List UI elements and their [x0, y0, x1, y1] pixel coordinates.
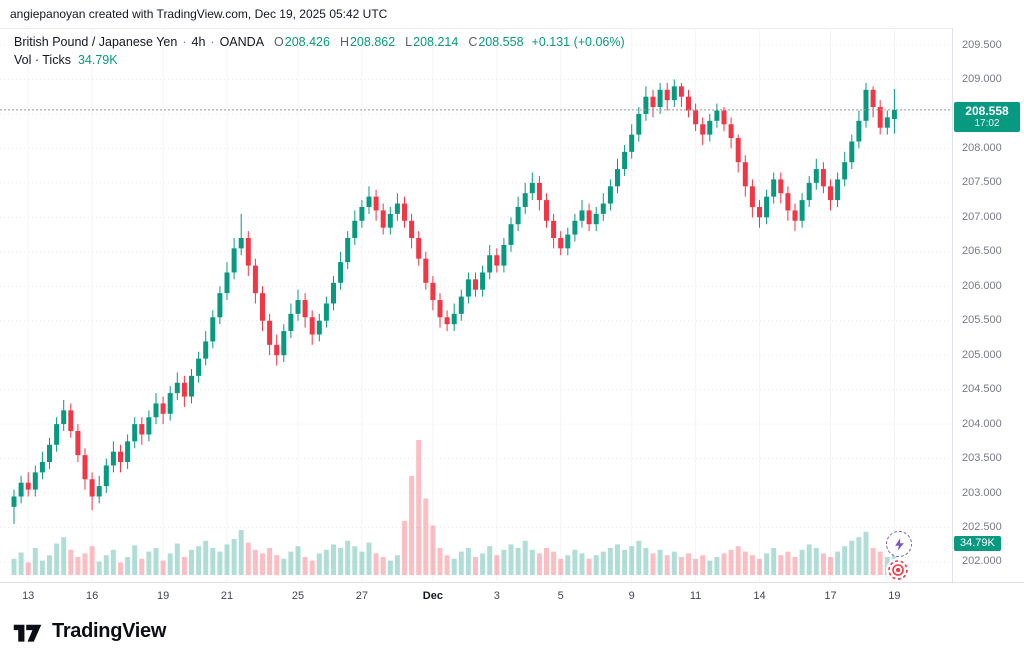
time-axis-label: 25 — [291, 590, 305, 602]
high-value: 208.862 — [349, 35, 396, 49]
price-axis-label: 202.500 — [962, 521, 1002, 533]
volume-indicator-label[interactable]: Vol · Ticks — [14, 53, 71, 67]
time-axis-label: 19 — [888, 590, 901, 602]
time-axis-label: 3 — [493, 590, 500, 602]
price-axis-label: 203.000 — [962, 486, 1002, 499]
time-axis-label: 19 — [156, 590, 170, 602]
separator-dot: · — [210, 35, 215, 49]
price-axis-label: 206.500 — [962, 245, 1002, 258]
last-volume-badge: 34.79K — [954, 535, 1001, 551]
time-axis[interactable]: 13 16 19 21 25 27 Dec 3 5 9 11 14 17 19 — [0, 582, 1024, 611]
close-value-group: C208.558 — [468, 35, 524, 49]
price-axis-label: 202.000 — [962, 555, 1002, 568]
symbol-title[interactable]: British Pound / Japanese Yen — [14, 35, 178, 49]
legend-main-row: British Pound / Japanese Yen · 4h · OAND… — [14, 33, 625, 51]
volume-value: 34.79K — [77, 53, 118, 67]
last-price-badge: 208.558 17:02 — [954, 101, 1020, 132]
bolt-icon-button[interactable] — [886, 531, 912, 557]
price-chart-canvas[interactable] — [0, 0, 952, 582]
exchange-label[interactable]: OANDA — [219, 35, 265, 49]
price-axis-label: 209.000 — [962, 72, 1002, 85]
low-value-group: L208.214 — [405, 35, 459, 49]
tradingview-wordmark: TradingView — [52, 619, 167, 642]
price-axis-label: 207.500 — [962, 176, 1002, 189]
price-axis-label: 209.500 — [962, 38, 1002, 51]
header-divider — [0, 28, 1024, 29]
change-value: +0.131 (+0.06%) — [531, 35, 625, 49]
time-axis-label: 16 — [85, 590, 99, 602]
price-axis-label: 204.500 — [962, 383, 1002, 396]
high-value-group: H208.862 — [339, 35, 396, 49]
target-icon-button[interactable] — [886, 558, 910, 582]
symbol-legend: British Pound / Japanese Yen · 4h · OAND… — [14, 33, 625, 69]
time-axis-label: 21 — [220, 590, 234, 602]
close-value: 208.558 — [478, 35, 524, 49]
time-axis-label: 14 — [753, 590, 766, 602]
tradingview-mark-icon — [13, 624, 42, 642]
time-axis-label: 5 — [557, 590, 564, 602]
open-value: 208.426 — [284, 35, 330, 49]
price-axis-label: 203.500 — [962, 452, 1002, 465]
open-value-group: O208.426 — [274, 35, 330, 49]
time-axis-label: Dec — [422, 590, 443, 602]
time-axis-label: 13 — [22, 590, 35, 602]
price-axis-label: 208.000 — [962, 141, 1002, 154]
legend-volume-row: Vol · Ticks 34.79K — [14, 51, 625, 69]
price-axis-label: 205.500 — [962, 314, 1002, 327]
price-axis-label: 204.000 — [962, 417, 1002, 430]
record-target-icon — [888, 560, 908, 580]
interval-label[interactable]: 4h — [191, 35, 206, 49]
last-price-value: 208.558 — [965, 103, 1009, 118]
lightning-bolt-icon — [894, 537, 904, 551]
tradingview-logo[interactable]: TradingView — [12, 618, 166, 644]
price-axis-label: 205.000 — [962, 348, 1002, 361]
time-axis-label: 11 — [689, 590, 702, 602]
low-value: 208.214 — [413, 35, 459, 49]
time-axis-label: 9 — [628, 590, 635, 602]
bar-countdown: 17:02 — [974, 117, 1000, 129]
time-axis-label: 17 — [824, 590, 837, 602]
time-axis-label: 27 — [355, 590, 369, 602]
price-axis-label: 207.000 — [962, 210, 1002, 223]
separator-dot: · — [182, 35, 187, 49]
attribution-text: angiepanoyan created with TradingView.co… — [10, 7, 388, 21]
price-axis-label: 206.000 — [962, 279, 1002, 292]
